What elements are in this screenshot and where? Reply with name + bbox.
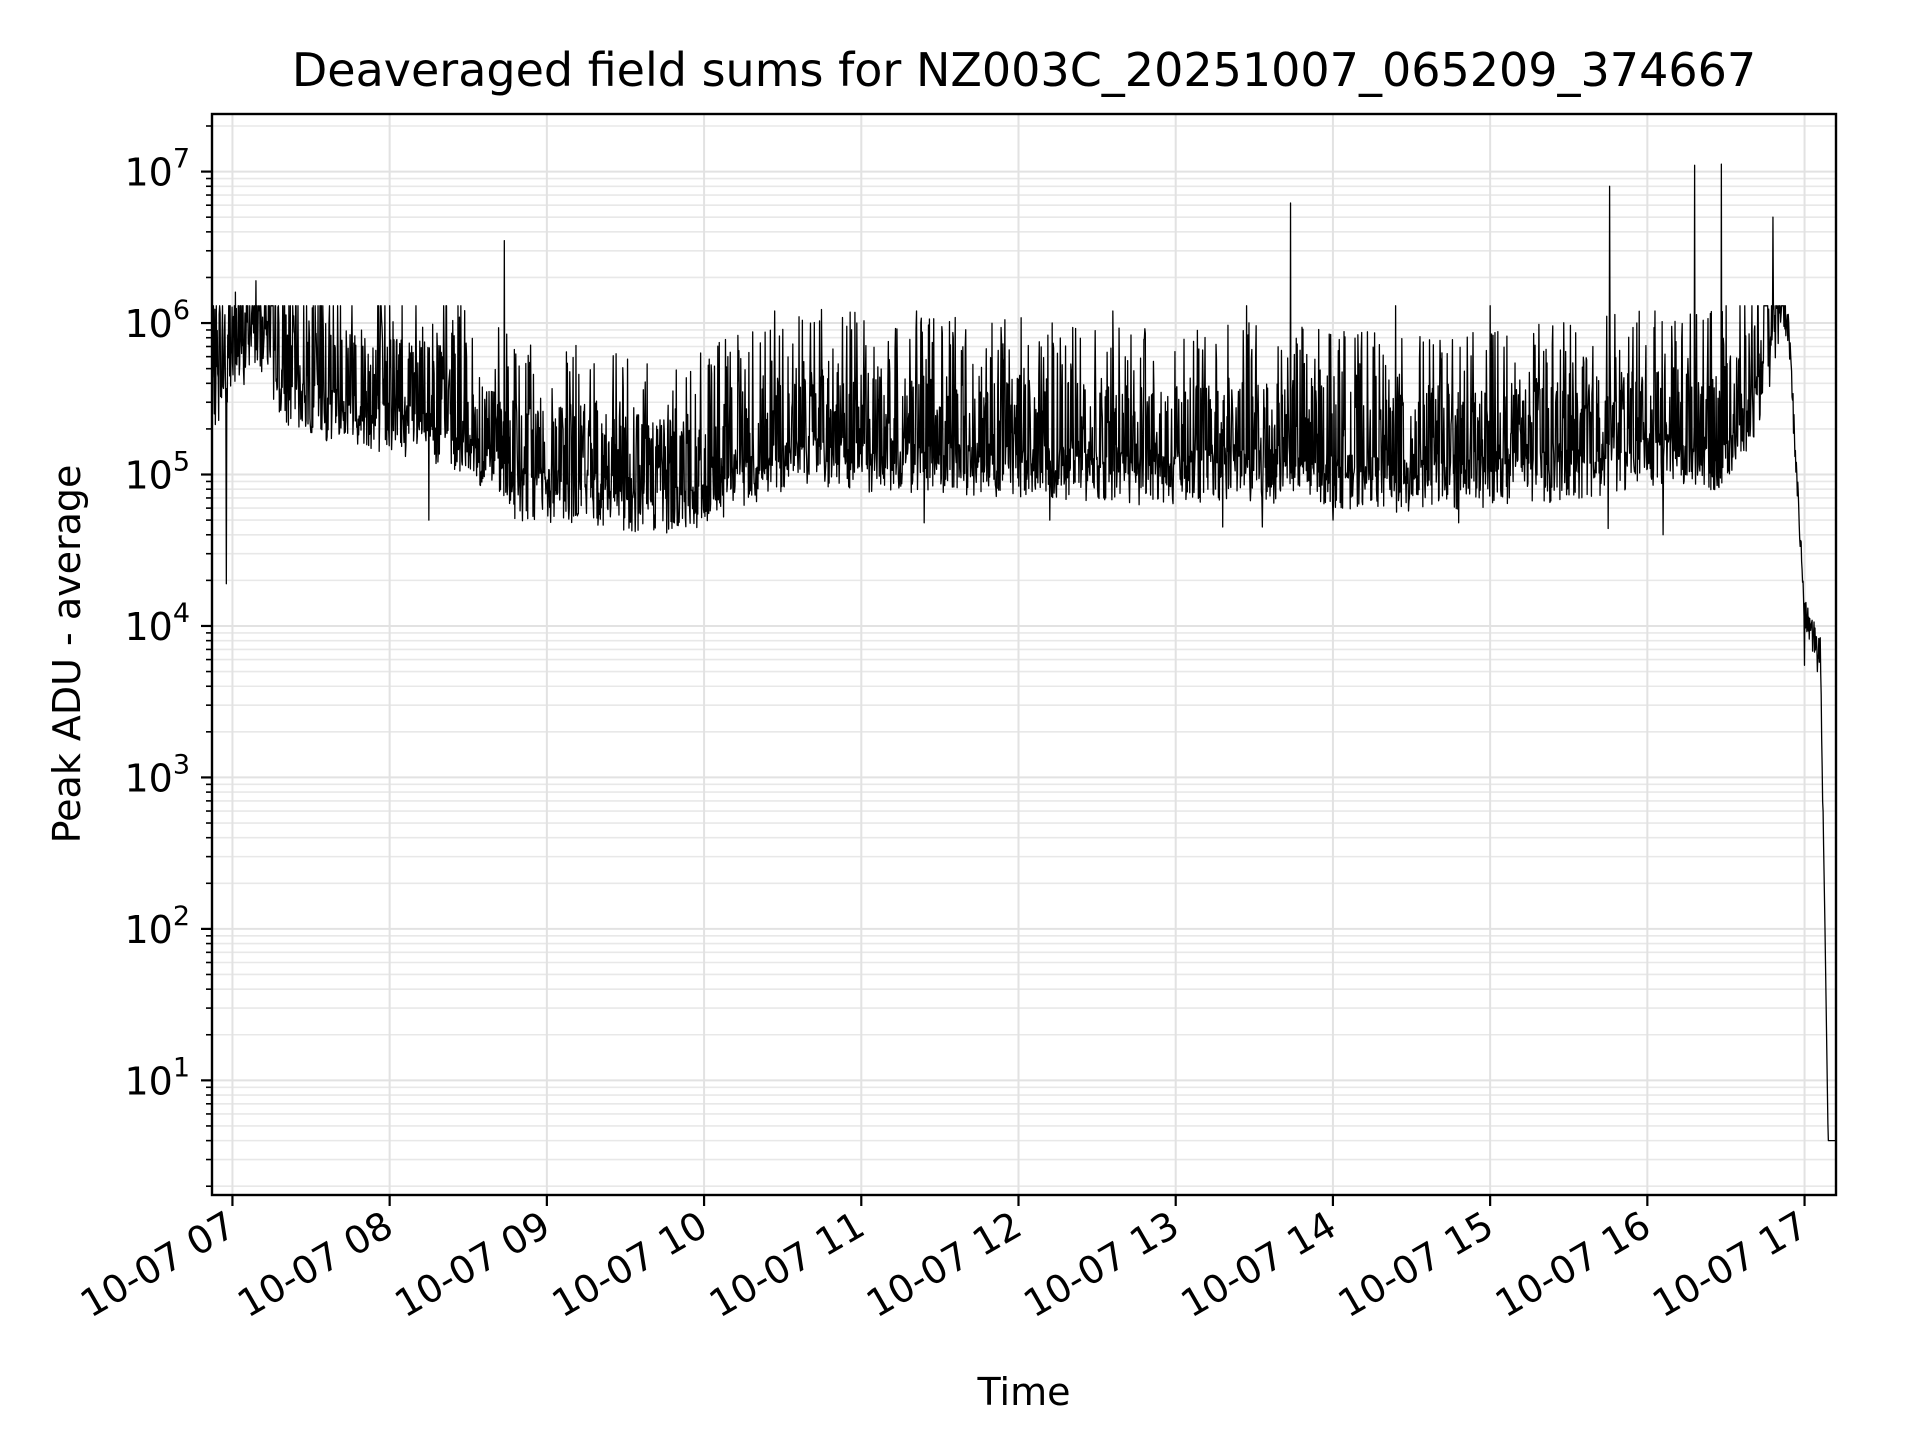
plot-frame <box>210 112 1838 1197</box>
y-tick-label: 104 <box>124 598 190 649</box>
x-tick-label: 10-07 11 <box>702 1203 872 1327</box>
x-tick-label: 10-07 13 <box>1016 1203 1186 1327</box>
y-tick-label: 106 <box>124 295 190 346</box>
y-tick-labels: 101 102 103 104 105 106 107 <box>124 144 190 1104</box>
x-tick-label: 10-07 17 <box>1645 1203 1815 1327</box>
y-tick-label: 105 <box>124 447 190 498</box>
y-tick-label: 101 <box>124 1052 190 1103</box>
chart-title: Deaveraged field sums for NZ003C_2025100… <box>292 43 1756 97</box>
x-tick-label: 10-07 08 <box>230 1203 400 1327</box>
grid <box>212 114 1836 1195</box>
x-tick-label: 10-07 10 <box>545 1203 715 1327</box>
series-line <box>211 163 1837 1142</box>
y-tick-label: 107 <box>124 144 190 195</box>
axis-ticks <box>201 125 1806 1206</box>
x-tick-label: 10-07 15 <box>1331 1203 1501 1327</box>
y-axis-label: Peak ADU - average <box>45 465 89 844</box>
x-tick-label: 10-07 07 <box>73 1203 243 1327</box>
x-tick-label: 10-07 09 <box>387 1203 557 1327</box>
series-layer <box>211 163 1837 1142</box>
x-axis-label: Time <box>977 1370 1071 1414</box>
x-tick-label: 10-07 16 <box>1488 1203 1658 1327</box>
x-tick-label: 10-07 14 <box>1173 1203 1343 1327</box>
y-tick-label: 102 <box>124 901 190 952</box>
x-tick-label: 10-07 12 <box>859 1203 1029 1327</box>
y-tick-label: 103 <box>124 749 190 800</box>
